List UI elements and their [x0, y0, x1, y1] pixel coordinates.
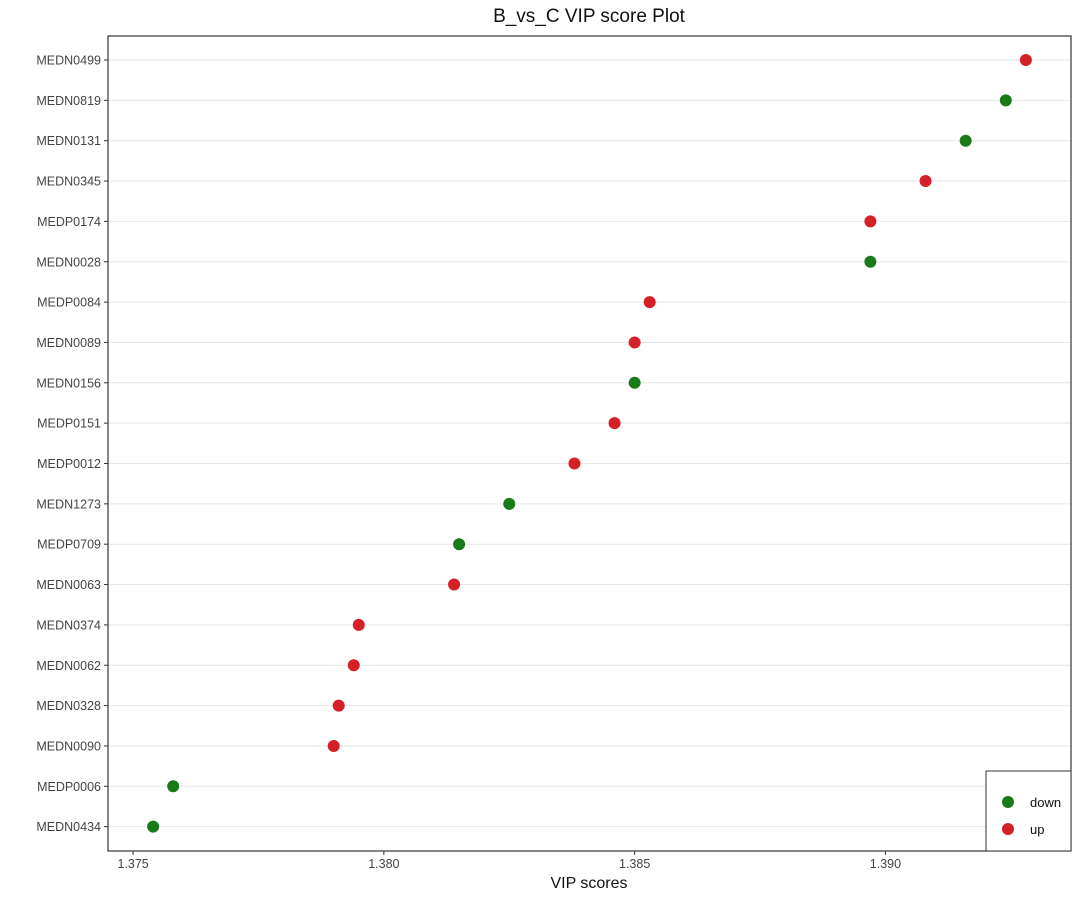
y-tick-label: MEDN0156: [36, 376, 101, 390]
data-point-medp0012: [568, 457, 581, 470]
data-point-medn0156: [628, 376, 641, 389]
x-tick-label: 1.385: [619, 857, 650, 871]
y-axis-ticks: MEDN0499 MEDN0819 MEDN0131 MEDN0345 MEDP0174…: [36, 54, 108, 834]
y-tick-label: MEDN0089: [36, 336, 101, 350]
y-tick-label: MEDN0499: [36, 54, 101, 68]
y-tick-label: MEDN0090: [36, 739, 101, 753]
data-point-medn0374: [352, 618, 365, 631]
data-point-medp0151: [608, 417, 621, 430]
legend-label-up: up: [1030, 822, 1044, 837]
data-points: [147, 54, 1032, 833]
data-point-medn0131: [959, 134, 972, 147]
legend: down up: [985, 770, 1072, 852]
gridlines: [108, 59, 1071, 828]
legend-swatch-down: [1002, 796, 1014, 808]
data-point-medn0063: [448, 578, 461, 591]
y-tick-label: MEDN0345: [36, 175, 101, 189]
data-point-medn0090: [327, 739, 340, 752]
data-point-medn0819: [999, 94, 1012, 107]
y-tick-label: MEDN0062: [36, 659, 101, 673]
data-point-medn0089: [628, 336, 641, 349]
y-tick-label: MEDN0819: [36, 94, 101, 108]
y-tick-label: MEDP0709: [37, 538, 101, 552]
y-tick-label: MEDN0028: [36, 255, 101, 269]
legend-swatch-up: [1002, 823, 1014, 835]
legend-label-down: down: [1030, 795, 1061, 810]
x-tick-label: 1.390: [870, 857, 901, 871]
data-point-medn0434: [147, 820, 160, 833]
y-tick-label: MEDP0174: [37, 215, 101, 229]
y-tick-label: MEDN1273: [36, 497, 101, 511]
data-point-medn1273: [503, 497, 516, 510]
data-point-medn0062: [347, 659, 360, 672]
y-tick-label: MEDP0084: [37, 296, 101, 310]
legend-box: [985, 770, 1072, 852]
y-tick-label: MEDN0063: [36, 578, 101, 592]
y-tick-label: MEDN0328: [36, 699, 101, 713]
y-tick-label: MEDN0434: [36, 820, 101, 834]
data-point-medp0709: [453, 538, 466, 551]
y-tick-label: MEDN0374: [36, 618, 101, 632]
x-tick-label: 1.375: [117, 857, 148, 871]
data-point-medn0028: [864, 255, 877, 268]
data-point-medn0328: [332, 699, 345, 712]
y-tick-label: MEDP0006: [37, 780, 101, 794]
data-point-medp0006: [167, 780, 180, 793]
y-tick-label: MEDN0131: [36, 134, 101, 148]
data-point-medn0499: [1019, 54, 1032, 66]
data-point-medp0084: [643, 296, 656, 309]
x-axis-ticks: 1.375 1.380 1.385 1.390: [117, 851, 901, 871]
y-tick-label: MEDP0012: [37, 457, 101, 471]
y-tick-label: MEDP0151: [37, 417, 101, 431]
plot-frame: [107, 35, 1072, 852]
x-axis-title: VIP scores: [550, 875, 627, 892]
chart-title: B_vs_C VIP score Plot: [493, 6, 686, 27]
data-point-medn0345: [919, 175, 932, 188]
x-tick-label: 1.380: [368, 857, 399, 871]
data-point-medp0174: [864, 215, 877, 228]
